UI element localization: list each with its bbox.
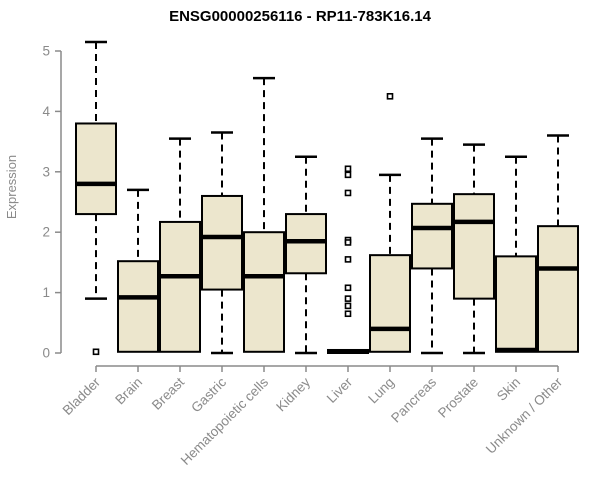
outlier-7-0 [386, 93, 394, 100]
box-8 [411, 202, 453, 270]
outlier-6-7 [344, 295, 352, 302]
x-label-9: Prostate [435, 375, 481, 421]
y-axis-title: Expression [4, 155, 19, 219]
outlier-0-0 [92, 348, 100, 356]
x-label-1: Brain [112, 375, 145, 408]
y-tick-label-2: 2 [42, 225, 50, 240]
x-label-2: Breast [149, 374, 187, 412]
x-label-6: Liver [324, 374, 356, 406]
x-label-5: Kidney [273, 374, 313, 414]
outlier-6-6 [344, 284, 352, 292]
y-tick-label-0: 0 [42, 346, 50, 361]
x-label-7: Lung [365, 375, 397, 407]
y-tick-label-4: 4 [42, 104, 50, 119]
outlier-6-1 [344, 171, 352, 179]
box-10 [495, 255, 537, 353]
box-1 [117, 260, 159, 353]
box-4 [243, 231, 285, 353]
y-tick-label-3: 3 [42, 164, 50, 179]
box-9 [453, 193, 495, 300]
x-label-3: Gastric [188, 374, 229, 415]
box-11 [537, 225, 579, 353]
outlier-6-0 [344, 165, 352, 173]
box-0 [75, 122, 117, 216]
box-7 [369, 254, 411, 353]
outlier-6-5 [344, 256, 352, 263]
x-label-8: Pancreas [388, 374, 439, 425]
outlier-6-9 [344, 310, 352, 318]
x-label-0: Bladder [60, 374, 104, 418]
outlier-6-2 [344, 189, 352, 197]
chart-title: ENSG00000256116 - RP11-783K16.14 [169, 8, 432, 25]
box-3 [201, 194, 243, 291]
box-5 [285, 213, 327, 275]
y-tick-label-1: 1 [42, 285, 50, 300]
outlier-6-4 [344, 239, 352, 246]
x-label-10: Skin [494, 375, 523, 404]
box-2 [159, 220, 201, 353]
y-tick-label-5: 5 [42, 44, 50, 59]
x-label-11: Unknown / Other [483, 374, 566, 457]
outlier-6-8 [344, 302, 352, 310]
